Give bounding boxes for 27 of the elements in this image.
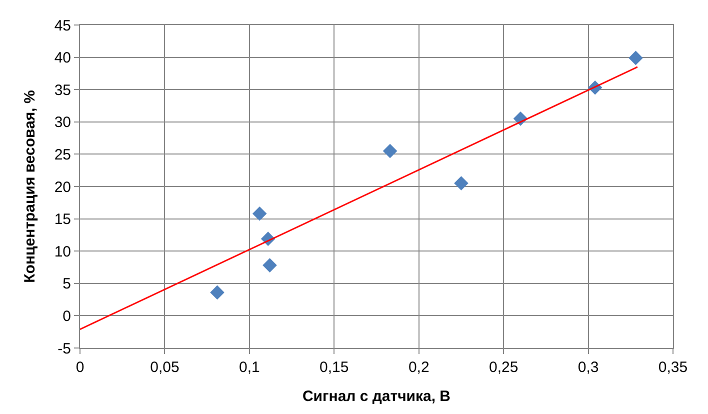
point	[382, 144, 398, 158]
y-tick-label: 25	[54, 146, 71, 164]
y-tick-label: 30	[54, 114, 71, 132]
point	[628, 50, 643, 66]
y-tick-label: 40	[54, 50, 71, 67]
x-tick-label: 0,15	[320, 359, 349, 376]
x-tick-label: 0,35	[658, 359, 688, 376]
y-tick-label: 35	[54, 82, 71, 99]
y-tick-label: 10	[54, 243, 71, 260]
x-tick-label: 0,1	[239, 359, 260, 376]
y-tick-label: -5	[58, 340, 71, 358]
x-tick-label: 0,3	[578, 359, 599, 376]
y-tick-label: 5	[62, 276, 71, 293]
y-tick-label: 0	[62, 308, 71, 325]
y-axis-title: Концентрация весовая, %	[22, 90, 39, 283]
x-axis-title: Сигнал с датчика, В	[302, 388, 451, 405]
y-tick-label: 20	[54, 178, 71, 196]
point	[454, 176, 468, 190]
y-tick-label: 15	[54, 211, 71, 228]
point	[252, 206, 267, 221]
point	[262, 258, 277, 272]
point	[210, 285, 224, 300]
x-tick-label: 0	[76, 359, 84, 376]
y-tick-label: 45	[54, 17, 71, 34]
x-tick-label: 0,05	[150, 359, 180, 376]
x-tick-label: 0,25	[488, 359, 518, 376]
x-tick-label: 0,2	[408, 359, 430, 376]
